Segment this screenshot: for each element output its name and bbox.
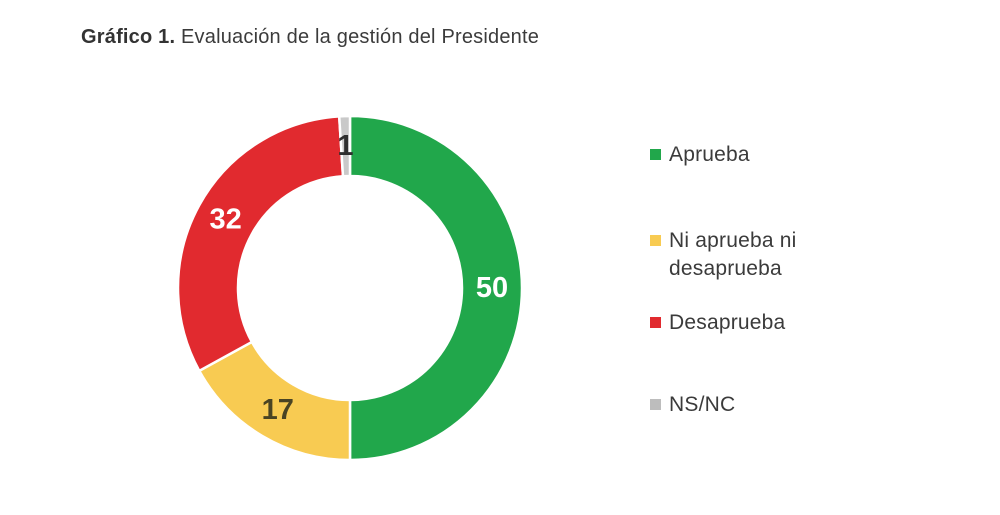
legend-swatch-gray	[650, 399, 661, 410]
legend-label: NS/NC	[669, 393, 736, 416]
donut-segment-ns-nc	[337, 114, 352, 178]
donut-value-label: 50	[476, 272, 508, 304]
chart-title-prefix: Gráfico 1.	[81, 26, 176, 48]
chart-title: Gráfico 1. Evaluación de la gestión del …	[81, 26, 539, 49]
legend-swatch-red	[650, 317, 661, 328]
legend: Aprueba Ni aprueba ni desaprueba Desapru…	[650, 0, 880, 515]
legend-item-ni-aprueba-ni-desaprueba: Ni aprueba ni desaprueba	[650, 227, 860, 283]
legend-label: Ni aprueba ni desaprueba	[669, 229, 797, 280]
legend-item-aprueba: Aprueba	[650, 141, 860, 169]
donut-segment-desaprueba	[176, 115, 345, 373]
legend-item-desaprueba: Desaprueba	[650, 309, 860, 337]
donut-value-label: 32	[209, 204, 241, 236]
legend-swatch-yellow	[650, 235, 661, 246]
legend-label: Desaprueba	[669, 311, 786, 334]
donut-chart: 50 17 32 1	[176, 114, 524, 462]
legend-swatch-green	[650, 149, 661, 160]
donut-value-label: 1	[337, 130, 353, 162]
donut-segment-aprueba	[348, 114, 524, 462]
donut-value-label: 17	[262, 394, 294, 426]
chart-title-text: Evaluación de la gestión del Presidente	[175, 26, 540, 48]
legend-item-nsnc: NS/NC	[650, 391, 860, 419]
legend-label: Aprueba	[669, 143, 750, 166]
